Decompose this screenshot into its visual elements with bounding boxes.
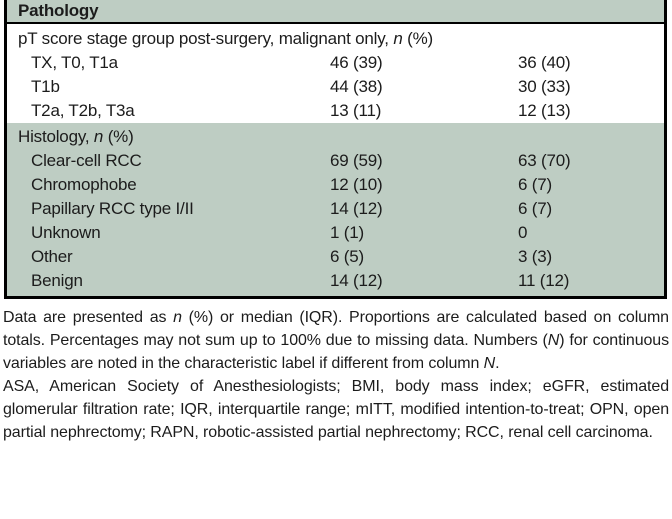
table-section-header-label: Pathology [18,1,99,20]
row-value-col1: 69 (59) [330,151,383,170]
pathology-table: Pathology pT score stage group post-surg… [4,0,667,299]
row-label: T1b [31,77,60,96]
table-row: Clear-cell RCC 69 (59) 63 (70) [7,149,664,173]
table-row: Other 6 (5) 3 (3) [7,245,664,269]
row-label: Unknown [31,223,101,242]
row-label: Benign [31,271,83,290]
footnote-data-note: Data are presented as n (%) or median (I… [3,309,669,372]
section-title: pT score stage group post-surgery, malig… [18,29,433,48]
row-label: Other [31,247,73,266]
row-value-col2: 63 (70) [518,151,571,170]
section-rows: Clear-cell RCC 69 (59) 63 (70) Chromopho… [7,149,664,296]
row-value-col1: 14 (12) [330,271,383,290]
row-value-col2: 30 (33) [518,77,571,96]
footnote-abbreviations: ASA, American Society of Anesthesiologis… [3,377,669,441]
section-title: Histology, n (%) [18,127,134,146]
table-row: Benign 14 (12) 11 (12) [7,269,664,293]
row-label: Papillary RCC type I/II [31,199,194,218]
row-label: Clear-cell RCC [31,151,142,170]
row-value-col1: 14 (12) [330,199,383,218]
table-section-histology: Histology, n (%) Clear-cell RCC 69 (59) … [7,123,664,296]
row-value-col1: 44 (38) [330,77,383,96]
table-row: Papillary RCC type I/II 14 (12) 6 (7) [7,197,664,221]
row-value-col2: 0 [518,223,528,242]
row-value-col2: 12 (13) [518,101,571,120]
row-value-col2: 6 (7) [518,175,552,194]
row-value-col1: 13 (11) [330,101,382,120]
row-value-col2: 3 (3) [518,247,552,266]
table-row: Chromophobe 12 (10) 6 (7) [7,173,664,197]
section-rows: TX, T0, T1a 46 (39) 36 (40) T1b 44 (38) … [7,51,664,123]
row-value-col2: 6 (7) [518,199,552,218]
table-row: T1b 44 (38) 30 (33) [7,75,664,99]
row-value-col1: 12 (10) [330,175,383,194]
row-label: T2a, T2b, T3a [31,101,135,120]
table-section-header-row: Pathology [7,0,664,24]
row-label: TX, T0, T1a [31,53,118,72]
row-value-col1: 1 (1) [330,223,364,242]
table-body: pT score stage group post-surgery, malig… [7,24,664,296]
table-footnotes: Data are presented as n (%) or median (I… [0,307,672,444]
table-row: T2a, T2b, T3a 13 (11) 12 (13) [7,99,664,123]
row-value-col2: 11 (12) [518,271,570,290]
row-value-col1: 6 (5) [330,247,364,266]
row-label: Chromophobe [31,175,137,194]
table-row: TX, T0, T1a 46 (39) 36 (40) [7,51,664,75]
table-row: Unknown 1 (1) 0 [7,221,664,245]
row-value-col2: 36 (40) [518,53,571,72]
row-value-col1: 46 (39) [330,53,383,72]
table-section-pt-stage: pT score stage group post-surgery, malig… [7,24,664,123]
